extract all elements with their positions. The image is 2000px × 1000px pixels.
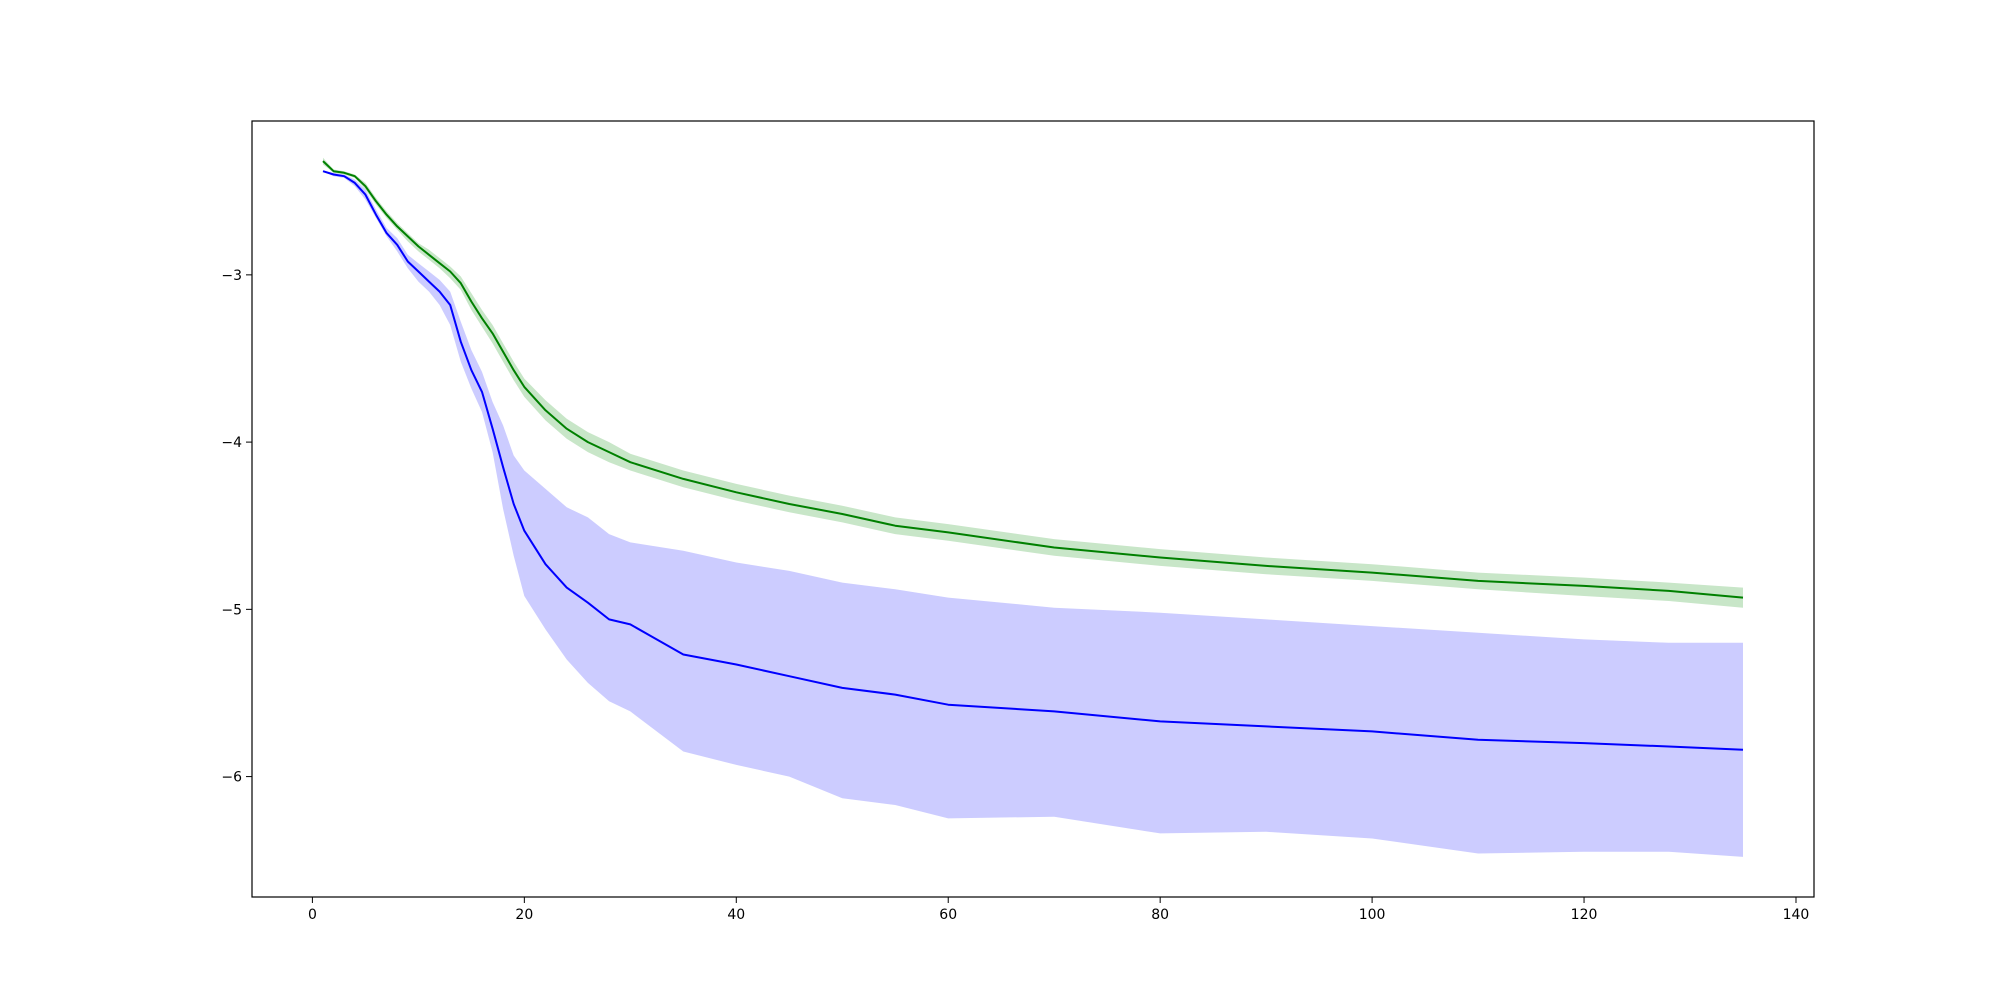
x-tick-label: 20 (515, 907, 533, 923)
y-axis: −6 −5 −4 −3 (221, 268, 252, 786)
x-axis: 0 20 40 60 80 100 120 140 (308, 897, 1809, 923)
plot-frame (251, 120, 1815, 898)
y-tick-label: −3 (221, 268, 242, 284)
x-tick-label: 60 (939, 907, 957, 923)
plot-area (322, 157, 1744, 857)
x-tick-label: 80 (1151, 907, 1169, 923)
y-tick-label: −6 (221, 770, 242, 786)
y-tick-label: −4 (221, 435, 242, 451)
series-0-confidence-band (323, 171, 1743, 857)
y-tick-label: −5 (221, 602, 242, 618)
series-1-mean-line (322, 160, 1744, 599)
x-tick-label: 0 (308, 907, 317, 923)
x-tick-label: 140 (1783, 907, 1810, 923)
x-tick-label: 120 (1571, 907, 1598, 923)
x-tick-label: 100 (1359, 907, 1386, 923)
x-tick-label: 40 (727, 907, 745, 923)
series-0-mean-line (322, 170, 1744, 751)
